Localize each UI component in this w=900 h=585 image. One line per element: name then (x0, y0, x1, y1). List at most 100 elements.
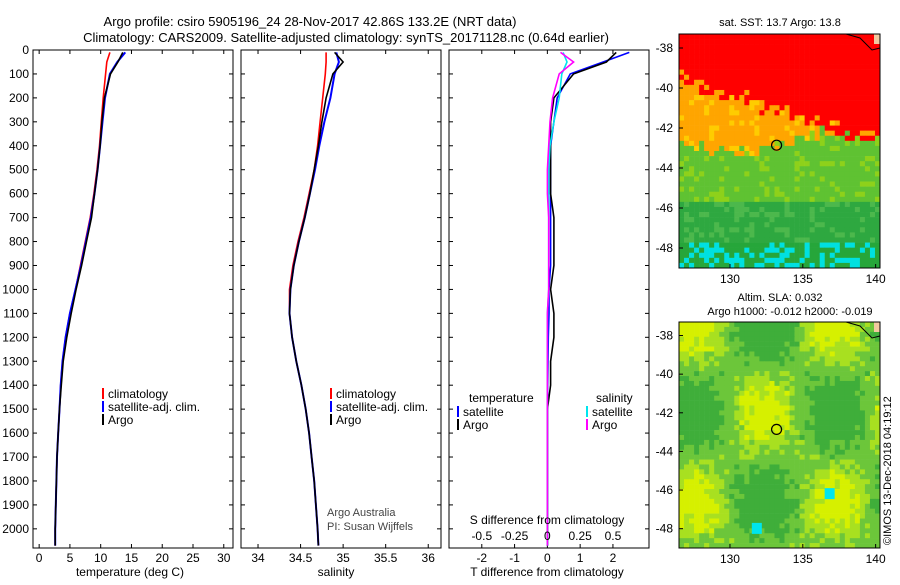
map-cell (839, 346, 846, 352)
map-cell (859, 242, 866, 248)
map-cell (789, 410, 795, 416)
map-cell (749, 59, 755, 65)
map-cell (699, 326, 705, 333)
map-cell (829, 484, 836, 490)
map-cell (744, 474, 750, 480)
map-cell (789, 538, 795, 544)
map-cell (829, 130, 836, 137)
map-cell (824, 488, 835, 500)
map-cell (734, 125, 740, 131)
map-cell (809, 395, 815, 401)
map-cell (869, 156, 876, 162)
map-cell (809, 262, 815, 269)
map-cell (834, 130, 841, 137)
map-cell (759, 89, 765, 96)
map-cell (789, 166, 795, 172)
map-cell (759, 232, 765, 238)
map-cell (739, 405, 745, 411)
map-cell (699, 400, 705, 406)
map-cell (824, 69, 831, 75)
map-cell (789, 100, 795, 106)
map-cell (799, 380, 805, 387)
map-cell (744, 356, 750, 362)
map-cell (794, 54, 800, 60)
map-cell (849, 390, 856, 396)
map-cell (819, 39, 826, 45)
map-cell (684, 100, 690, 106)
map-cell (774, 439, 780, 446)
map-cell (799, 410, 805, 416)
map-cell (684, 528, 690, 534)
map-cell (844, 242, 851, 248)
map-cell (749, 166, 755, 172)
map-cell (824, 410, 831, 416)
map-cell (719, 385, 725, 392)
map-cell (699, 115, 705, 121)
map-cell (719, 523, 725, 529)
map-cell (839, 206, 846, 213)
map-cell (794, 331, 800, 338)
map-cell (804, 125, 810, 131)
map-cell (704, 69, 710, 75)
map-cell (769, 166, 775, 172)
map-cell (694, 430, 700, 436)
map-cell (789, 503, 795, 509)
map-cell (729, 161, 735, 167)
map-cell (764, 95, 770, 101)
map-cell (779, 469, 785, 475)
map-cell (689, 176, 695, 182)
map-cell (754, 120, 760, 126)
map-cell (704, 538, 710, 544)
map-cell (724, 64, 730, 70)
map-cell (774, 498, 780, 505)
y-tick-label: 1500 (2, 402, 29, 416)
map-cell (849, 252, 856, 259)
map-cell (809, 227, 815, 233)
map-cell (709, 380, 715, 387)
map-cell (864, 410, 871, 416)
map-cell (709, 420, 715, 426)
map-cell (719, 489, 725, 495)
map-cell (684, 523, 690, 529)
map-cell (769, 105, 775, 111)
map-cell (819, 171, 826, 177)
map-cell (764, 464, 770, 470)
map-cell (724, 449, 730, 455)
map-cell (729, 212, 735, 218)
map-cell (819, 474, 826, 480)
map-cell (804, 44, 810, 50)
map-cell (729, 474, 735, 480)
map-cell (844, 237, 851, 243)
map-cell (749, 125, 755, 131)
map-cell (784, 120, 790, 126)
map-cell (754, 140, 760, 147)
map-cell (874, 100, 881, 106)
map-cell (699, 469, 705, 475)
map-cell (744, 322, 750, 328)
map-cell (849, 326, 856, 333)
map-cell (819, 326, 826, 333)
map-cell (854, 464, 861, 470)
map-cell (769, 34, 775, 40)
map-cell (819, 444, 826, 451)
map-cell (724, 498, 730, 505)
map-cell (799, 59, 805, 65)
map-cell (764, 140, 770, 147)
map-cell (769, 39, 775, 45)
series-line (546, 51, 575, 546)
map-cell (714, 262, 720, 269)
map-cell (684, 371, 690, 377)
map-cell (774, 44, 780, 50)
map-cell (764, 262, 770, 269)
map-cell (679, 176, 685, 182)
map-cell (704, 217, 710, 223)
map-cell (789, 415, 795, 421)
map-cell (689, 44, 695, 50)
map-cell (804, 400, 810, 406)
map-cell (734, 201, 740, 208)
map-cell (849, 44, 856, 50)
map-cell (844, 459, 851, 465)
map-cell (679, 400, 685, 406)
map-cell (824, 191, 831, 198)
map-cell (869, 543, 876, 549)
